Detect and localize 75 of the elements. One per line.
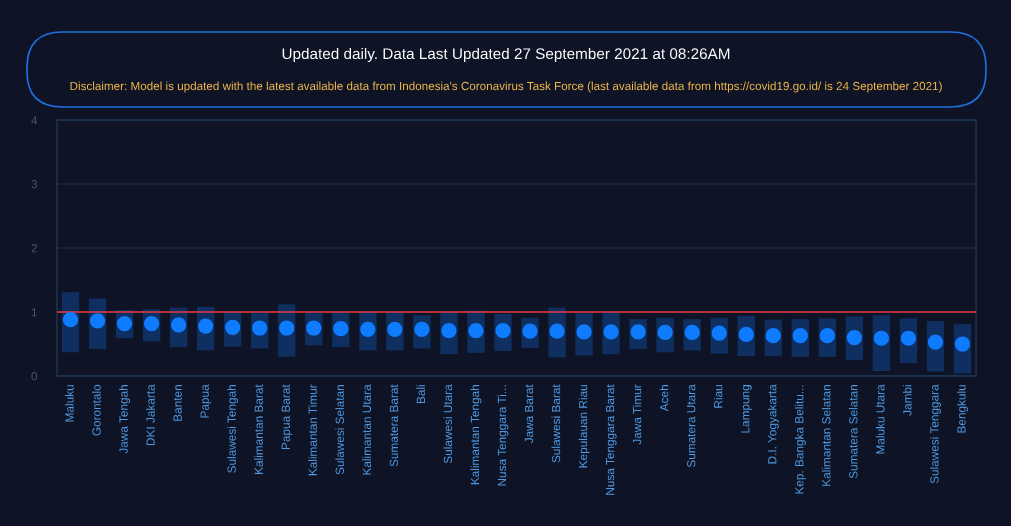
point [630,324,646,340]
x-tick-label: Bali [416,385,426,404]
x-tick-label: Riau [713,385,723,408]
point [657,324,673,341]
point [333,321,349,337]
point [62,312,79,328]
y-tick-label: 1 [31,308,37,317]
x-tick-label: Sulawesi Tengah [227,385,239,473]
point [549,323,565,339]
point [954,336,971,352]
point [819,328,835,344]
x-tick-label: Maluku [65,385,74,422]
x-tick-label: Kalimantan Tengah [470,385,482,485]
x-tick-label: Jawa Timur [632,384,642,445]
x-tick-label: Sulawesi Selatan [335,385,344,475]
x-tick-label: Kep. Bangka Belitu... [794,385,806,494]
x-tick-label: Kalimantan Utara [362,384,372,475]
x-tick-label: Bengkulu [956,385,968,433]
x-tick-label: Sulawesi Barat [551,384,561,463]
x-tick-label: Kepulauan Riau [578,385,590,468]
point [441,322,457,339]
x-tick-label: Maluku Utara [875,384,885,454]
chart-title: Updated daily. Data Last Updated 27 September 2021 at 08:26AM [282,47,730,63]
point [360,321,376,337]
x-tick-label: Papua [200,384,212,418]
x-tick-label: D.I. Yogyakarta [767,384,779,464]
x-tick-label: Sumatera Utara [687,384,696,468]
x-tick-label: Aceh [659,385,669,412]
x-tick-label: Banten [173,385,182,421]
y-tick-label: 3 [31,180,38,189]
x-tick-label: Nusa Tenggara Barat [606,384,617,495]
point [684,324,700,341]
point [765,328,781,344]
point [116,315,133,332]
point [252,320,268,336]
point [306,320,322,336]
x-tick-label: Jawa Barat [524,384,534,444]
x-tick-label: Kalimantan Barat [254,384,263,474]
x-tick-label: Sumatera Barat [389,384,399,467]
x-tick-label: DKI Jakarta [146,384,155,446]
x-tick-label: Nusa Tenggara Ti... [497,385,509,486]
point [279,320,295,336]
point [225,319,241,335]
point [711,325,727,341]
point [171,317,187,333]
x-tick-label: Sumatera Selatan [848,385,858,479]
point [89,313,106,329]
point [873,330,889,346]
chart-subtitle: Disclaimer: Model is updated with the latest available data from Indonesia's Coronavirus Task Force (last available data from https://covid19.go.id/ is 24 September 2021) [70,81,942,93]
x-tick-label: Jawa Tengah [119,385,131,454]
x-tick-label: Sulawesi Utara [443,384,453,464]
point [468,322,484,339]
x-tick-label: Sulawesi Tenggara [929,384,941,484]
y-tick-label: 4 [31,116,38,125]
point [738,326,754,343]
x-tick-label: Lampung [741,385,752,433]
point [414,321,430,337]
point [603,324,619,340]
point [900,330,917,346]
point [387,321,403,337]
x-tick-label: Kalimantan Timur [308,384,317,476]
y-tick-label: 2 [31,244,37,253]
point [576,324,592,340]
y-tick-label: 0 [31,372,38,381]
point [522,323,538,339]
point [144,315,160,332]
point [846,329,862,346]
x-tick-label: Gorontalo [92,384,101,436]
x-tick-label: Kalimantan Selatan [821,385,831,486]
point [792,328,808,344]
point [927,334,944,350]
point [495,322,511,339]
x-tick-label: Papua Barat [281,384,293,449]
point [198,318,214,334]
x-tick-label: Jambi [902,385,912,416]
